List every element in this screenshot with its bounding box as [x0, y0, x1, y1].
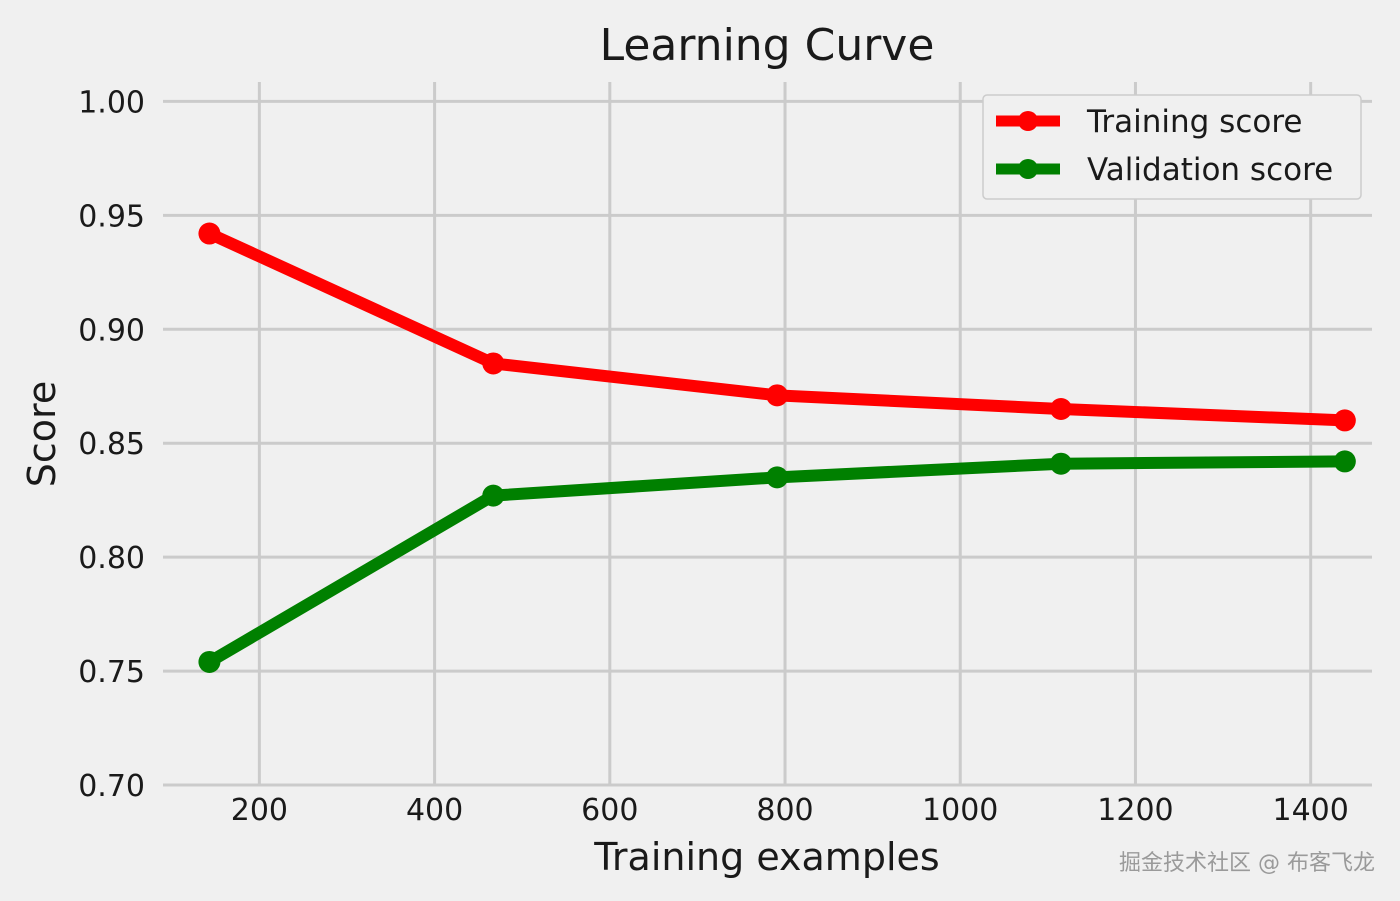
y-tick-label: 0.80	[78, 541, 145, 576]
x-axis-ticks: 200 400 600 800 1000 1200 1400	[231, 793, 1349, 828]
x-tick-label: 1400	[1272, 793, 1348, 828]
data-point-validation-score	[482, 484, 505, 507]
x-tick-label: 1000	[922, 793, 998, 828]
y-tick-label: 0.95	[78, 199, 145, 234]
data-point-training-score	[1049, 398, 1072, 421]
y-tick-label: 1.00	[78, 85, 145, 120]
y-axis-label: Score	[20, 381, 64, 487]
data-point-training-score	[198, 222, 221, 245]
x-tick-label: 600	[581, 793, 638, 828]
data-point-validation-score	[1333, 450, 1356, 473]
legend: Training score Validation score	[982, 94, 1362, 200]
y-tick-label: 0.90	[78, 313, 145, 348]
y-tick-label: 0.70	[78, 769, 145, 804]
y-axis-ticks: 0.70 0.75 0.80 0.85 0.90 0.95 1.00	[78, 85, 145, 804]
y-tick-label: 0.85	[78, 427, 145, 462]
data-point-training-score	[1333, 409, 1356, 432]
y-tick-label: 0.75	[78, 655, 145, 690]
data-point-training-score	[766, 384, 789, 407]
watermark-text: 掘金技术社区 @ 布客飞龙	[1119, 851, 1375, 876]
legend-marker-validation	[1018, 159, 1038, 179]
chart-title: Learning Curve	[600, 20, 935, 71]
data-point-validation-score	[198, 650, 221, 673]
legend-label-validation: Validation score	[1087, 152, 1333, 188]
x-axis-label: Training examples	[593, 835, 939, 879]
data-point-validation-score	[1049, 452, 1072, 475]
series-layer	[198, 222, 1356, 673]
x-tick-label: 800	[756, 793, 813, 828]
legend-marker-training	[1018, 111, 1038, 131]
legend-box	[982, 94, 1362, 200]
x-tick-label: 200	[231, 793, 288, 828]
data-point-validation-score	[766, 466, 789, 489]
data-point-training-score	[482, 352, 505, 375]
series-validation-score	[198, 450, 1356, 673]
series-training-score	[198, 222, 1356, 432]
grid-lines	[163, 82, 1372, 787]
series-line-validation-score	[203, 455, 1351, 668]
legend-label-training: Training score	[1086, 104, 1302, 140]
x-tick-label: 400	[406, 793, 463, 828]
x-tick-label: 1200	[1097, 793, 1173, 828]
